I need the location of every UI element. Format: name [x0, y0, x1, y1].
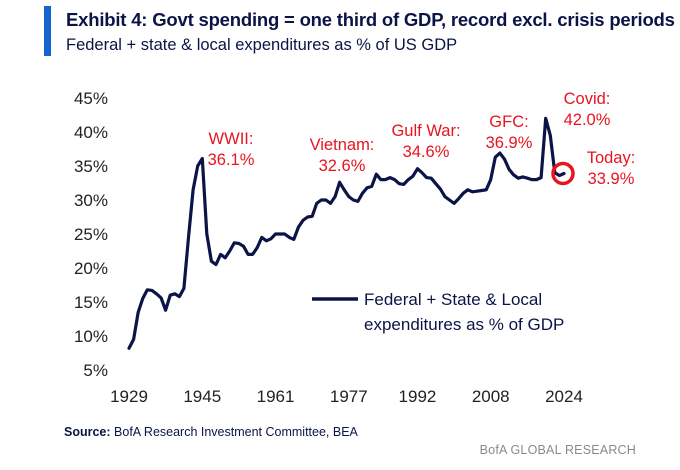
y-tick-label: 45% [74, 89, 108, 108]
chart-subtitle: Federal + state & local expenditures as … [66, 36, 458, 54]
x-axis: 1929 1945 1961 1977 1992 2008 2024 [110, 387, 583, 406]
legend: Federal + State & Local expenditures as %… [312, 290, 564, 334]
today-highlight-circle [551, 161, 575, 186]
annotation-label: Vietnam: [310, 136, 375, 154]
annotation-label: GFC: [489, 113, 528, 131]
y-tick-label: 25% [74, 225, 108, 244]
y-tick-label: 5% [83, 361, 108, 380]
x-tick-label: 1992 [399, 387, 437, 406]
title-accent-bar [44, 6, 51, 56]
annotations: WWII: 36.1% Vietnam: 32.6% Gulf War: 34.6% GFC… [208, 90, 636, 188]
source-label: Source: [64, 425, 111, 439]
source-note: Source: BofA Research Investment Committ… [64, 425, 358, 439]
annotation-value: 36.1% [208, 151, 255, 169]
x-tick-label: 1977 [330, 387, 368, 406]
x-tick-label: 1945 [183, 387, 221, 406]
series-line [127, 116, 566, 350]
annotation-value: 36.9% [486, 134, 533, 152]
source-text: BofA Research Investment Committee, BEA [114, 425, 358, 439]
series-layer [127, 116, 575, 350]
x-tick-label: 2008 [472, 387, 510, 406]
x-tick-label: 1961 [257, 387, 295, 406]
brand-label: BofA GLOBAL RESEARCH [479, 443, 636, 457]
y-tick-label: 10% [74, 327, 108, 346]
x-tick-label: 2024 [545, 387, 583, 406]
legend-label-line2: expenditures as % of GDP [364, 315, 564, 334]
chart-title: Exhibit 4: Govt spending = one third of … [66, 9, 675, 30]
y-tick-label: 35% [74, 157, 108, 176]
annotation-label: Gulf War: [391, 122, 460, 140]
annotation-value: 34.6% [403, 143, 450, 161]
y-tick-label: 20% [74, 259, 108, 278]
annotation-label: Covid: [564, 90, 611, 108]
annotation-label: Today: [587, 149, 636, 167]
x-tick-label: 1929 [110, 387, 148, 406]
annotation-label: WWII: [209, 130, 254, 148]
annotation-value: 42.0% [564, 111, 611, 129]
y-tick-label: 30% [74, 191, 108, 210]
y-axis: 5% 10% 15% 20% 25% 30% 35% 40% 45% [74, 89, 108, 380]
legend-label-line1: Federal + State & Local [364, 290, 542, 309]
annotation-value: 32.6% [319, 157, 366, 175]
y-tick-label: 40% [74, 123, 108, 142]
annotation-value: 33.9% [588, 170, 635, 188]
y-tick-label: 15% [74, 293, 108, 312]
